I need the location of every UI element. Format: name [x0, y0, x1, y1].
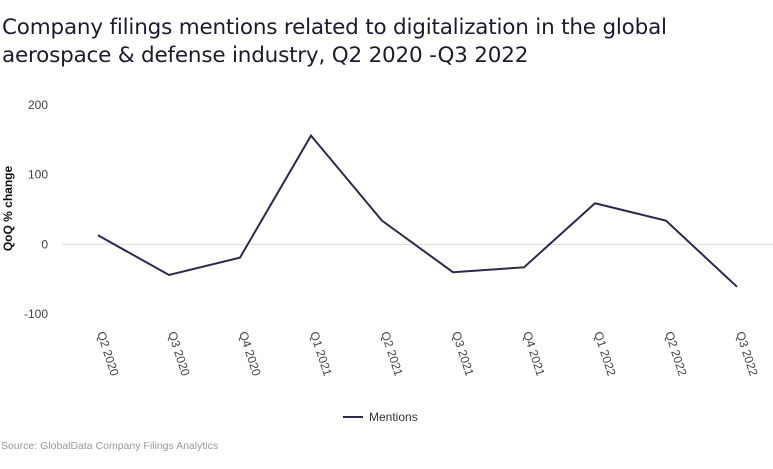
y-tick-label: 200	[28, 98, 48, 112]
data-point-mentions	[237, 255, 243, 261]
x-tick-label: Q4 2021	[520, 330, 548, 378]
chart-title: Company filings mentions related to digi…	[2, 15, 667, 68]
y-tick-label: 100	[28, 168, 48, 182]
y-axis-label: QoQ % change	[1, 166, 15, 252]
data-point-mentions	[592, 200, 598, 206]
data-point-mentions	[450, 269, 456, 275]
x-tick-label: Q2 2020	[94, 330, 122, 378]
x-tick-label: Q3 2021	[449, 330, 477, 378]
x-tick-label: Q1 2022	[591, 330, 619, 378]
data-point-mentions	[95, 232, 101, 238]
x-tick-label: Q2 2022	[662, 330, 690, 378]
y-tick-label: -100	[24, 307, 48, 321]
legend: Mentions	[343, 410, 418, 424]
x-tick-label: Q2 2021	[378, 330, 406, 378]
data-point-mentions	[379, 218, 385, 224]
source-note: Source: GlobalData Company Filings Analy…	[1, 440, 219, 452]
y-axis-ticks: 200 100 0 -100	[24, 98, 48, 321]
x-tick-label: Q3 2020	[165, 330, 193, 378]
data-point-mentions	[166, 272, 172, 278]
data-point-mentions	[521, 264, 527, 270]
x-tick-label: Q3 2022	[733, 330, 761, 378]
x-axis-ticks: Q2 2020 Q3 2020 Q4 2020 Q1 2021 Q2 2021 Q3 20…	[94, 330, 761, 378]
series-line-mentions	[97, 133, 738, 288]
data-point-mentions	[663, 218, 669, 224]
x-tick-label: Q4 2020	[236, 330, 264, 378]
data-point-mentions	[734, 284, 740, 290]
legend-swatch-mentions	[343, 416, 363, 418]
data-point-mentions	[308, 133, 314, 139]
legend-label-mentions: Mentions	[369, 410, 418, 424]
x-tick-label: Q1 2021	[307, 330, 335, 378]
y-tick-label: 0	[41, 237, 48, 251]
